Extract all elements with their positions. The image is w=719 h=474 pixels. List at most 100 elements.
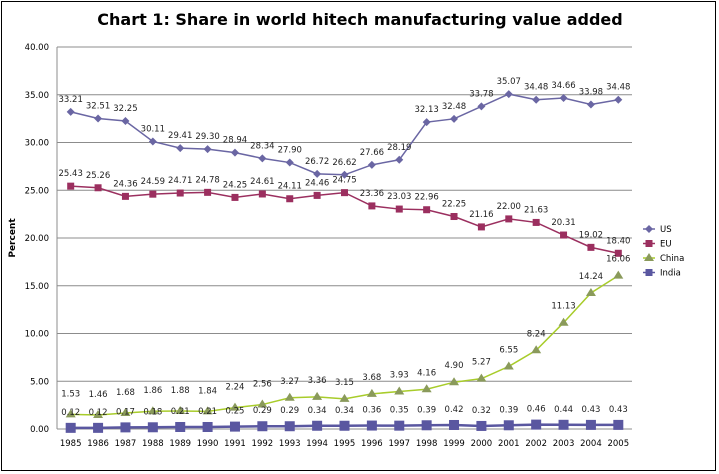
- data-label: 29.41: [168, 131, 192, 141]
- data-label: 26.72: [305, 157, 329, 167]
- data-point: [66, 107, 75, 116]
- data-point: [341, 189, 348, 197]
- data-point: [257, 421, 268, 432]
- data-point: [585, 419, 596, 430]
- data-label: 2.56: [253, 380, 272, 390]
- x-tick-label: 2000: [471, 439, 493, 449]
- data-point: [503, 420, 514, 431]
- data-label: 1.86: [143, 386, 162, 396]
- data-point: [423, 206, 431, 214]
- data-point: [202, 421, 213, 432]
- data-point: [202, 406, 213, 415]
- data-point: [286, 195, 294, 203]
- data-point: [449, 419, 460, 430]
- data-point: [120, 407, 131, 416]
- data-point: [149, 190, 157, 198]
- data-point: [421, 384, 432, 393]
- data-point: [148, 137, 157, 146]
- data-point: [94, 184, 102, 192]
- data-label: 32.51: [86, 102, 110, 112]
- data-label: 22.00: [497, 202, 521, 212]
- data-point: [284, 421, 295, 432]
- series-india: [65, 419, 624, 433]
- data-label: 32.13: [414, 105, 438, 115]
- data-label: 24.61: [250, 177, 274, 187]
- data-label: 24.75: [332, 176, 356, 186]
- data-label: 0.21: [171, 407, 190, 417]
- data-label: 0.39: [417, 405, 436, 415]
- data-label: 11.13: [551, 302, 575, 312]
- data-label: 25.26: [86, 171, 110, 181]
- data-point: [284, 392, 295, 401]
- data-label: 0.42: [445, 405, 464, 415]
- data-point: [147, 406, 158, 415]
- data-label: 3.93: [390, 370, 409, 380]
- data-point: [93, 410, 104, 419]
- series-us: [66, 90, 623, 179]
- legend-marker: [645, 240, 653, 247]
- data-label: 19.02: [579, 230, 603, 240]
- y-tick-label: 20.00: [25, 234, 49, 244]
- legend-label: India: [660, 269, 681, 279]
- data-point: [120, 422, 131, 433]
- data-point: [312, 391, 323, 400]
- data-label: 16.06: [606, 255, 630, 265]
- data-label: 4.90: [445, 361, 464, 371]
- data-point: [450, 114, 459, 123]
- data-label: 4.16: [417, 368, 436, 378]
- data-label: 24.46: [305, 178, 329, 188]
- data-point: [366, 388, 377, 397]
- data-point: [65, 422, 76, 433]
- data-label: 28.19: [387, 143, 411, 153]
- data-point: [340, 170, 349, 179]
- legend-label: EU: [660, 240, 672, 250]
- y-tick-label: 5.00: [30, 377, 49, 387]
- chart-title: Chart 1: Share in world hitech manufactu…: [97, 10, 622, 29]
- data-label: 1.68: [116, 388, 135, 398]
- data-label: 0.34: [335, 406, 354, 416]
- data-label: 0.12: [89, 408, 108, 418]
- data-label: 24.11: [278, 182, 302, 192]
- data-label: 24.78: [195, 175, 219, 185]
- legend-label: China: [660, 254, 684, 264]
- data-point: [476, 420, 487, 431]
- x-tick-label: 1995: [334, 439, 356, 449]
- data-point: [176, 189, 184, 197]
- data-label: 6.55: [499, 345, 518, 355]
- x-tick-label: 1998: [416, 439, 438, 449]
- y-tick-label: 10.00: [25, 330, 49, 340]
- x-tick-label: 1988: [142, 439, 164, 449]
- data-label: 1.88: [171, 386, 190, 396]
- y-tick-label: 35.00: [25, 91, 49, 101]
- data-label: 0.17: [116, 407, 135, 417]
- data-label: 33.78: [469, 89, 493, 99]
- data-point: [203, 145, 212, 154]
- data-point: [558, 317, 569, 326]
- data-point: [366, 420, 377, 431]
- x-tick-label: 2001: [498, 439, 520, 449]
- legend-marker: [645, 225, 653, 233]
- data-point: [339, 420, 350, 431]
- data-point: [421, 420, 432, 431]
- data-point: [367, 160, 376, 169]
- data-label: 21.16: [469, 210, 493, 220]
- data-point: [504, 90, 513, 99]
- data-label: 0.32: [472, 406, 491, 416]
- legend-marker: [644, 253, 654, 261]
- data-label: 34.66: [551, 81, 575, 91]
- x-tick-label: 1991: [224, 439, 246, 449]
- y-tick-label: 15.00: [25, 282, 49, 292]
- data-point: [258, 190, 266, 198]
- data-point: [65, 409, 76, 418]
- data-point: [477, 223, 485, 231]
- data-label: 0.46: [527, 405, 546, 415]
- data-label: 20.31: [551, 218, 575, 228]
- data-point: [587, 243, 595, 251]
- data-point: [394, 386, 405, 395]
- data-label: 3.36: [308, 376, 327, 386]
- data-label: 18.40: [606, 236, 630, 246]
- y-tick-label: 0.00: [30, 425, 49, 435]
- data-label: 0.18: [143, 407, 162, 417]
- data-label: 29.30: [195, 132, 219, 142]
- data-label: 0.34: [308, 406, 327, 416]
